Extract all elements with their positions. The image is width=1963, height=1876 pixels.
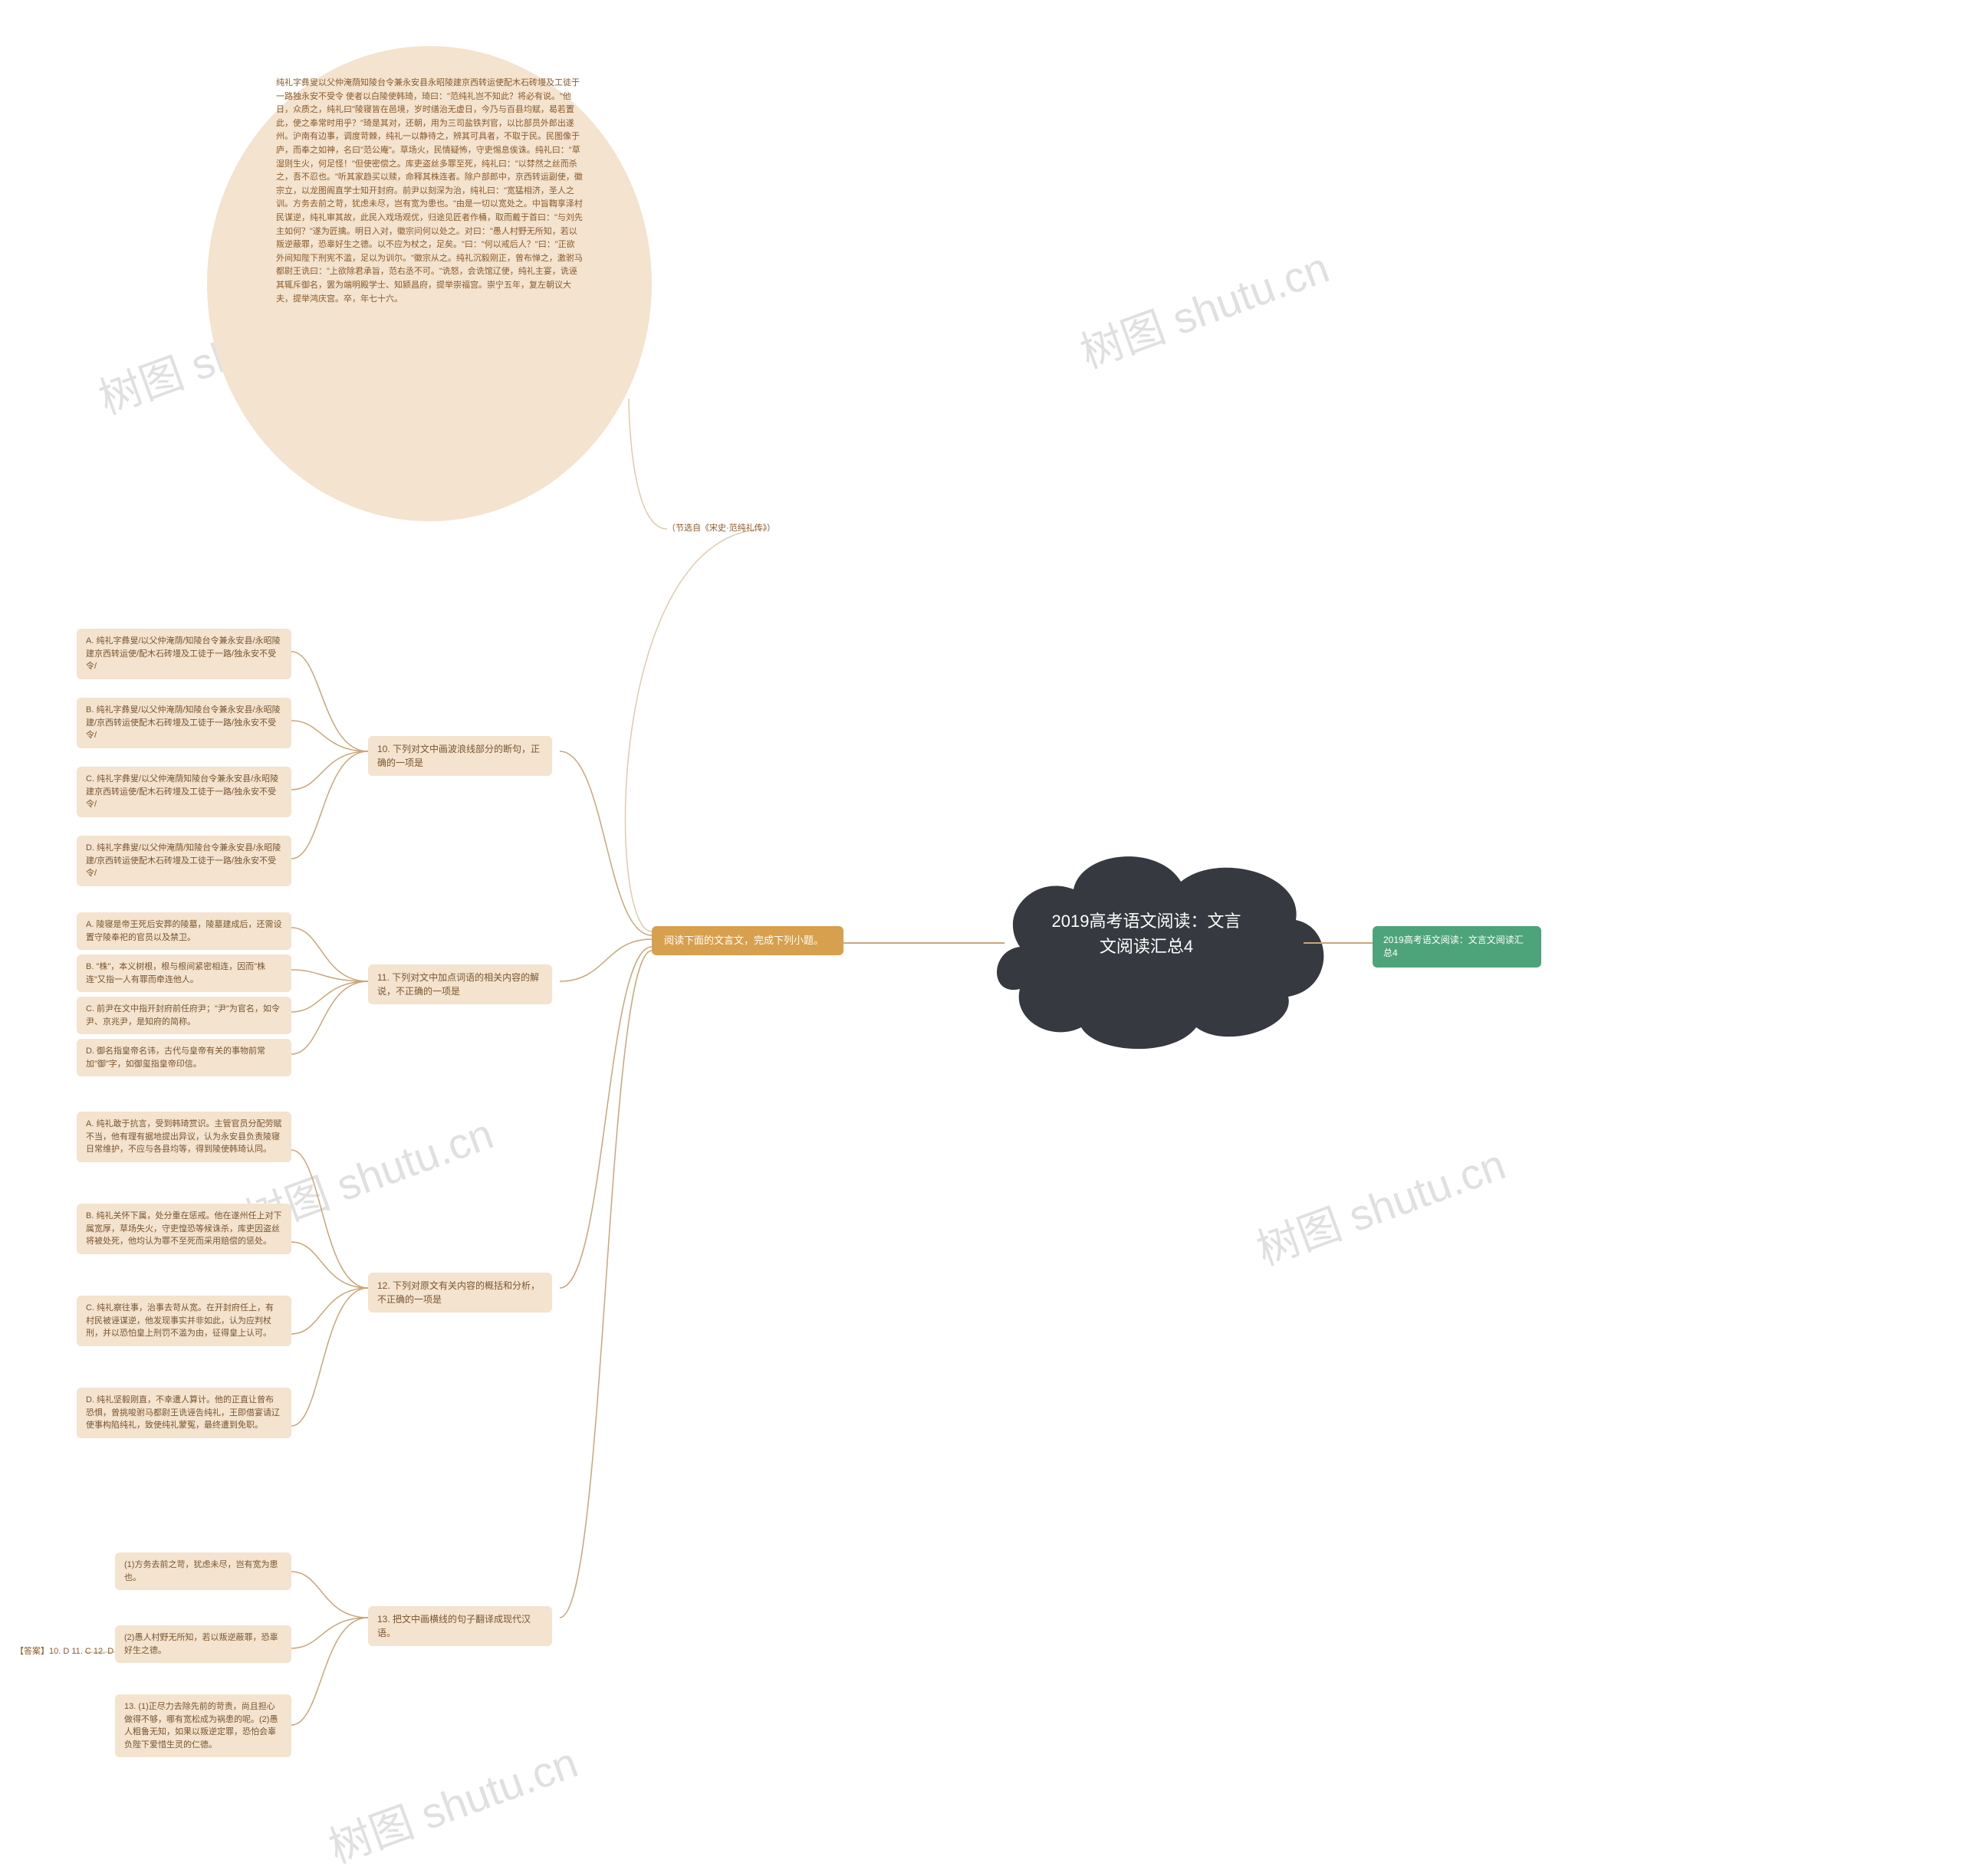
watermark: 树图 shutu.cn xyxy=(1247,1130,1513,1277)
q10-opt-c[interactable]: C. 纯礼字彝叟/以父仲淹荫知陵台令兼永安县/永昭陵建京西转运使/配木石砖墁及工… xyxy=(77,767,291,817)
q13-s2[interactable]: (2)愚人村野无所知，若以叛逆蔽罪，恐辜好生之德。 xyxy=(115,1625,291,1663)
q11-opt-d[interactable]: D. 御名指皇帝名讳，古代与皇帝有关的事物前常加"御"字，如御玺指皇帝印信。 xyxy=(77,1039,291,1076)
right-branch[interactable]: 2019高考语文阅读：文言文阅读汇总4 xyxy=(1373,926,1541,968)
q10-title[interactable]: 10. 下列对文中画波浪线部分的断句，正确的一项是 xyxy=(368,736,552,776)
passage-text: 纯礼字彝叟以父仲淹荫知陵台令兼永安县永昭陵建京西转运使配木石砖墁及工徒于一路独永… xyxy=(276,77,583,306)
q11-opt-c[interactable]: C. 前尹在文中指开封府前任府尹；"尹"为官名，如令尹、京兆尹，是知府的简称。 xyxy=(77,997,291,1034)
q10-opt-a[interactable]: A. 纯礼字彝叟/以父仲淹荫/知陵台令兼永安县/永昭陵建京西转运使/配木石砖墁及… xyxy=(77,629,291,679)
q10-opt-b[interactable]: B. 纯礼字彝叟/以父仲淹荫/知陵台令兼永安县/永昭陵建/京西转运使配木石砖墁及… xyxy=(77,698,291,748)
q12-opt-b[interactable]: B. 纯礼关怀下属，处分重在惩戒。他在遂州任上对下属宽厚，草场失火，守吏惶恐等候… xyxy=(77,1204,291,1254)
q11-opt-a[interactable]: A. 陵寝是帝王死后安葬的陵墓，陵墓建成后，还需设置守陵奉祀的官员以及禁卫。 xyxy=(77,912,291,950)
q11-opt-b[interactable]: B. "株"，本义树根，根与根间紧密相连，因而"株连"又指一人有罪而牵连他人。 xyxy=(77,954,291,992)
q10-opt-d[interactable]: D. 纯礼字彝叟/以父仲淹荫/知陵台令兼永安县/永昭陵建/京西转运使配木石砖墁及… xyxy=(77,836,291,886)
center-title: 2019高考语文阅读：文言文阅读汇总4 xyxy=(1051,908,1242,959)
watermark: 树图 shutu.cn xyxy=(1070,233,1337,380)
q12-opt-a[interactable]: A. 纯礼敢于抗言，受到韩琦赏识。主管官员分配劳赋不当，他有理有据地提出异议，认… xyxy=(77,1112,291,1162)
first-branch[interactable]: 阅读下面的文言文，完成下列小题。 xyxy=(652,926,843,955)
q12-title[interactable]: 12. 下列对原文有关内容的概括和分析，不正确的一项是 xyxy=(368,1273,552,1313)
citation: （节选自《宋史·范纯礼传》） xyxy=(667,521,775,534)
q13-explain[interactable]: 13. (1)正尽力去除先前的苛责，尚且担心做得不够，哪有宽松成为祸患的呢。(2… xyxy=(115,1694,291,1757)
q12-opt-d[interactable]: D. 纯礼坚毅刚直，不幸遭人算计。他的正直让曾布恐惧，曾挑唆驸马都尉王诜诬告纯礼… xyxy=(77,1388,291,1438)
q13-s1[interactable]: (1)方务去前之苛，犹虑未尽，岂有宽为患也。 xyxy=(115,1552,291,1590)
q12-opt-c[interactable]: C. 纯礼察往事，治事去苛从宽。在开封府任上，有村民被诬谋逆，他发现事实并非如此… xyxy=(77,1296,291,1346)
q13-title[interactable]: 13. 把文中画横线的句子翻译成现代汉语。 xyxy=(368,1606,552,1646)
q11-title[interactable]: 11. 下列对文中加点词语的相关内容的解说，不正确的一项是 xyxy=(368,964,552,1004)
answer-line: 【答案】10. D 11. C 12. D xyxy=(15,1644,113,1657)
watermark: 树图 shutu.cn xyxy=(319,1728,585,1875)
